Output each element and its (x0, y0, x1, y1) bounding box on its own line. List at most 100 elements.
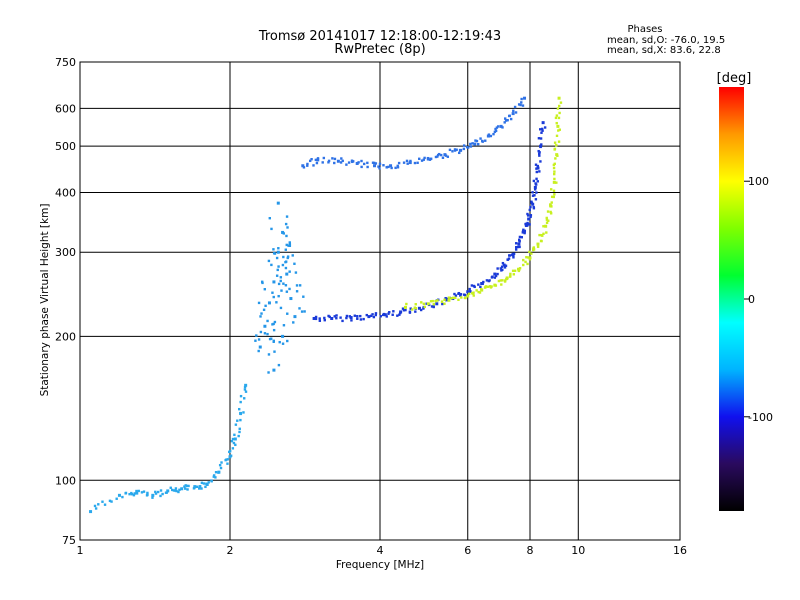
data-point (276, 250, 280, 254)
data-point (423, 156, 426, 160)
data-point (388, 311, 391, 314)
data-point (428, 158, 432, 161)
data-point (200, 487, 203, 490)
data-point (275, 274, 279, 277)
data-point (501, 261, 505, 265)
data-point (444, 296, 447, 300)
data-point (284, 248, 288, 251)
data-point (298, 284, 302, 287)
data-point (527, 217, 531, 221)
data-point (314, 158, 318, 162)
data-point (124, 491, 128, 495)
data-point (262, 308, 266, 312)
stats-x-mode: mean, sd,X: 83.6, 22.8 (607, 45, 721, 56)
data-point (555, 134, 559, 138)
data-point (276, 201, 280, 205)
data-point (234, 443, 237, 447)
data-point (518, 245, 521, 249)
data-point (550, 195, 554, 199)
data-point (434, 299, 437, 303)
data-point (509, 117, 513, 121)
data-point (212, 475, 215, 478)
data-point (409, 307, 412, 310)
data-point (484, 139, 487, 142)
x-tick-label: 2 (227, 544, 234, 557)
data-point (219, 466, 223, 470)
data-point (528, 208, 531, 212)
data-point (230, 439, 234, 443)
data-point (366, 161, 369, 165)
data-point (373, 164, 377, 168)
data-point (499, 267, 502, 270)
data-point (444, 154, 448, 157)
data-point (257, 338, 261, 341)
data-point (387, 312, 390, 315)
data-point (318, 319, 322, 322)
data-point (472, 294, 475, 297)
y-tick-label: 75 (62, 534, 76, 547)
data-point (341, 319, 344, 323)
data-point (286, 226, 289, 229)
colorbar-ticks: 100 0 -100 (744, 175, 773, 424)
data-point (192, 487, 196, 490)
data-point (441, 302, 444, 306)
data-point (279, 279, 282, 283)
data-point (174, 489, 177, 492)
data-point (121, 495, 124, 499)
data-point (404, 308, 407, 312)
data-point (154, 492, 158, 495)
data-point (414, 310, 417, 313)
data-point (496, 272, 499, 276)
data-point (500, 283, 503, 286)
data-point (534, 182, 537, 185)
data-point (509, 274, 512, 278)
data-point (405, 302, 408, 306)
data-point (312, 164, 315, 167)
data-point (446, 155, 450, 158)
data-point (284, 284, 288, 287)
data-point (115, 497, 118, 500)
data-point (443, 302, 446, 305)
data-point (97, 503, 100, 506)
chart-subtitle: RwPretec (8p) (334, 42, 425, 57)
data-point (365, 313, 368, 317)
data-point (467, 292, 471, 296)
data-point (391, 313, 394, 316)
data-point (401, 307, 405, 310)
data-point (293, 262, 296, 265)
data-point (271, 323, 274, 326)
data-point (481, 282, 484, 286)
data-point (505, 277, 509, 281)
data-point (532, 179, 536, 183)
data-point (489, 286, 493, 289)
data-point (533, 194, 536, 197)
data-point (156, 490, 160, 494)
data-point (335, 314, 338, 317)
data-point (477, 283, 480, 286)
data-point (506, 119, 509, 122)
data-point (413, 161, 417, 165)
data-point (499, 279, 502, 282)
data-point (522, 263, 525, 267)
data-point (331, 157, 334, 160)
data-point (133, 492, 136, 495)
data-point (302, 166, 306, 169)
data-point (532, 246, 536, 249)
data-point (258, 345, 262, 349)
data-point (132, 494, 136, 497)
data-point (366, 165, 369, 169)
data-point (382, 313, 385, 317)
data-point (479, 288, 483, 291)
y-tick-label: 200 (55, 330, 76, 343)
data-point (537, 137, 541, 140)
data-point (146, 493, 149, 496)
data-point (528, 256, 532, 260)
data-point (184, 487, 187, 490)
data-point (464, 293, 467, 297)
data-point (465, 145, 469, 149)
data-point (496, 267, 499, 270)
data-point (514, 111, 518, 114)
data-point (547, 219, 550, 222)
data-point (553, 177, 556, 181)
data-point (212, 474, 216, 477)
